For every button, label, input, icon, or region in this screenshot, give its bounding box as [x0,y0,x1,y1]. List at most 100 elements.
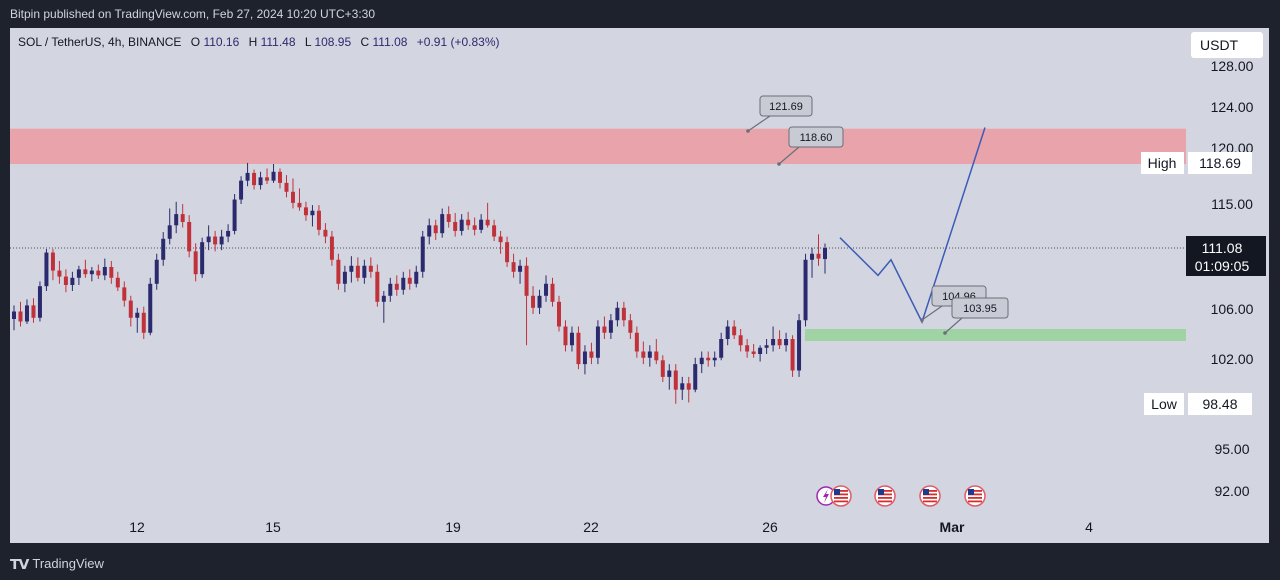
candle[interactable] [290,178,295,209]
candle[interactable] [615,301,620,327]
candle[interactable] [453,212,458,237]
candle[interactable] [89,266,94,282]
candle[interactable] [342,265,347,293]
candle[interactable] [394,275,399,296]
candle[interactable] [24,299,29,324]
candle[interactable] [459,214,464,236]
candle[interactable] [414,265,419,288]
candle[interactable] [18,301,23,327]
candle[interactable] [719,332,724,361]
us-flag-event-icon[interactable] [919,485,941,507]
candle[interactable] [531,286,536,314]
candle[interactable] [174,201,179,234]
candle[interactable] [180,204,185,228]
us-flag-event-icon[interactable] [964,485,986,507]
candle[interactable] [70,271,75,291]
candle[interactable] [823,243,827,274]
candle[interactable] [446,206,451,228]
candle[interactable] [252,169,257,190]
candle[interactable] [141,306,146,339]
candle[interactable] [316,205,321,236]
candle[interactable] [472,217,477,236]
candle[interactable] [83,259,88,278]
candle[interactable] [784,332,789,352]
candle[interactable] [816,234,821,266]
candle[interactable] [329,230,334,266]
candle[interactable] [115,271,120,291]
candle[interactable] [303,201,308,221]
candle[interactable] [556,295,561,332]
candle[interactable] [621,301,626,327]
tradingview-brand[interactable]: 𝗧𝗩 TradingView [10,548,104,580]
time-axis[interactable]: 12 15 19 22 26 Mar 4 [129,519,1093,535]
candle[interactable] [634,326,639,358]
candle[interactable] [706,351,711,367]
us-flag-event-icon[interactable] [874,485,896,507]
candle[interactable] [355,257,360,282]
chart-frame[interactable]: 121.69 118.60 104.96 103.95 SOL / TetherUS,… [10,28,1269,543]
candle[interactable] [544,275,549,302]
candle[interactable] [511,253,516,278]
candle[interactable] [745,339,750,358]
candle[interactable] [200,237,205,278]
candle[interactable] [751,344,756,358]
candle[interactable] [680,376,685,400]
candle[interactable] [271,164,276,183]
candle[interactable] [278,168,283,189]
candle[interactable] [699,351,704,374]
candle[interactable] [518,259,523,284]
candle[interactable] [37,281,42,322]
candle[interactable] [96,264,101,279]
candle[interactable] [732,320,737,339]
candle[interactable] [161,232,166,266]
candle[interactable] [563,320,568,352]
candle[interactable] [50,248,55,281]
candle[interactable] [284,175,289,198]
price-callout[interactable]: 118.60 [777,126,844,166]
lightning-event-icon[interactable] [816,486,836,506]
candle[interactable] [758,345,763,362]
candle[interactable] [349,256,354,283]
candle[interactable] [76,265,81,285]
candle[interactable] [485,202,490,228]
candle[interactable] [148,277,153,336]
candle[interactable] [206,225,211,251]
candle[interactable] [797,314,802,377]
currency-button[interactable] [1191,32,1263,58]
candle[interactable] [654,339,659,365]
candle[interactable] [641,341,646,365]
candle[interactable] [764,339,769,354]
candle[interactable] [226,224,231,243]
candle[interactable] [245,162,250,187]
candle[interactable] [362,259,367,284]
candle[interactable] [187,215,192,258]
candle[interactable] [167,208,172,245]
candle[interactable] [433,219,438,240]
candle[interactable] [660,355,665,383]
candle[interactable] [790,335,795,377]
candle[interactable] [550,277,555,307]
candle[interactable] [219,229,224,251]
candle[interactable] [258,171,263,190]
candle[interactable] [602,316,607,340]
candle[interactable] [505,236,510,267]
price-axis[interactable]: USDT 128.00124.00120.00115.00106.00102.0… [1141,28,1269,543]
candle[interactable] [135,307,140,333]
candle[interactable] [738,329,743,352]
candle[interactable] [771,326,776,352]
candle[interactable] [31,298,36,323]
candle[interactable] [479,214,484,234]
candle[interactable] [810,247,815,278]
candle[interactable] [693,357,698,393]
candle[interactable] [57,260,62,284]
price-callout[interactable]: 103.95 [943,297,1009,335]
candle[interactable] [323,223,328,244]
candle[interactable] [297,188,302,211]
candle[interactable] [686,376,691,403]
candle[interactable] [673,364,678,404]
candle[interactable] [440,208,445,238]
candle[interactable] [628,314,633,339]
candle[interactable] [777,330,782,349]
candle[interactable] [368,257,373,278]
